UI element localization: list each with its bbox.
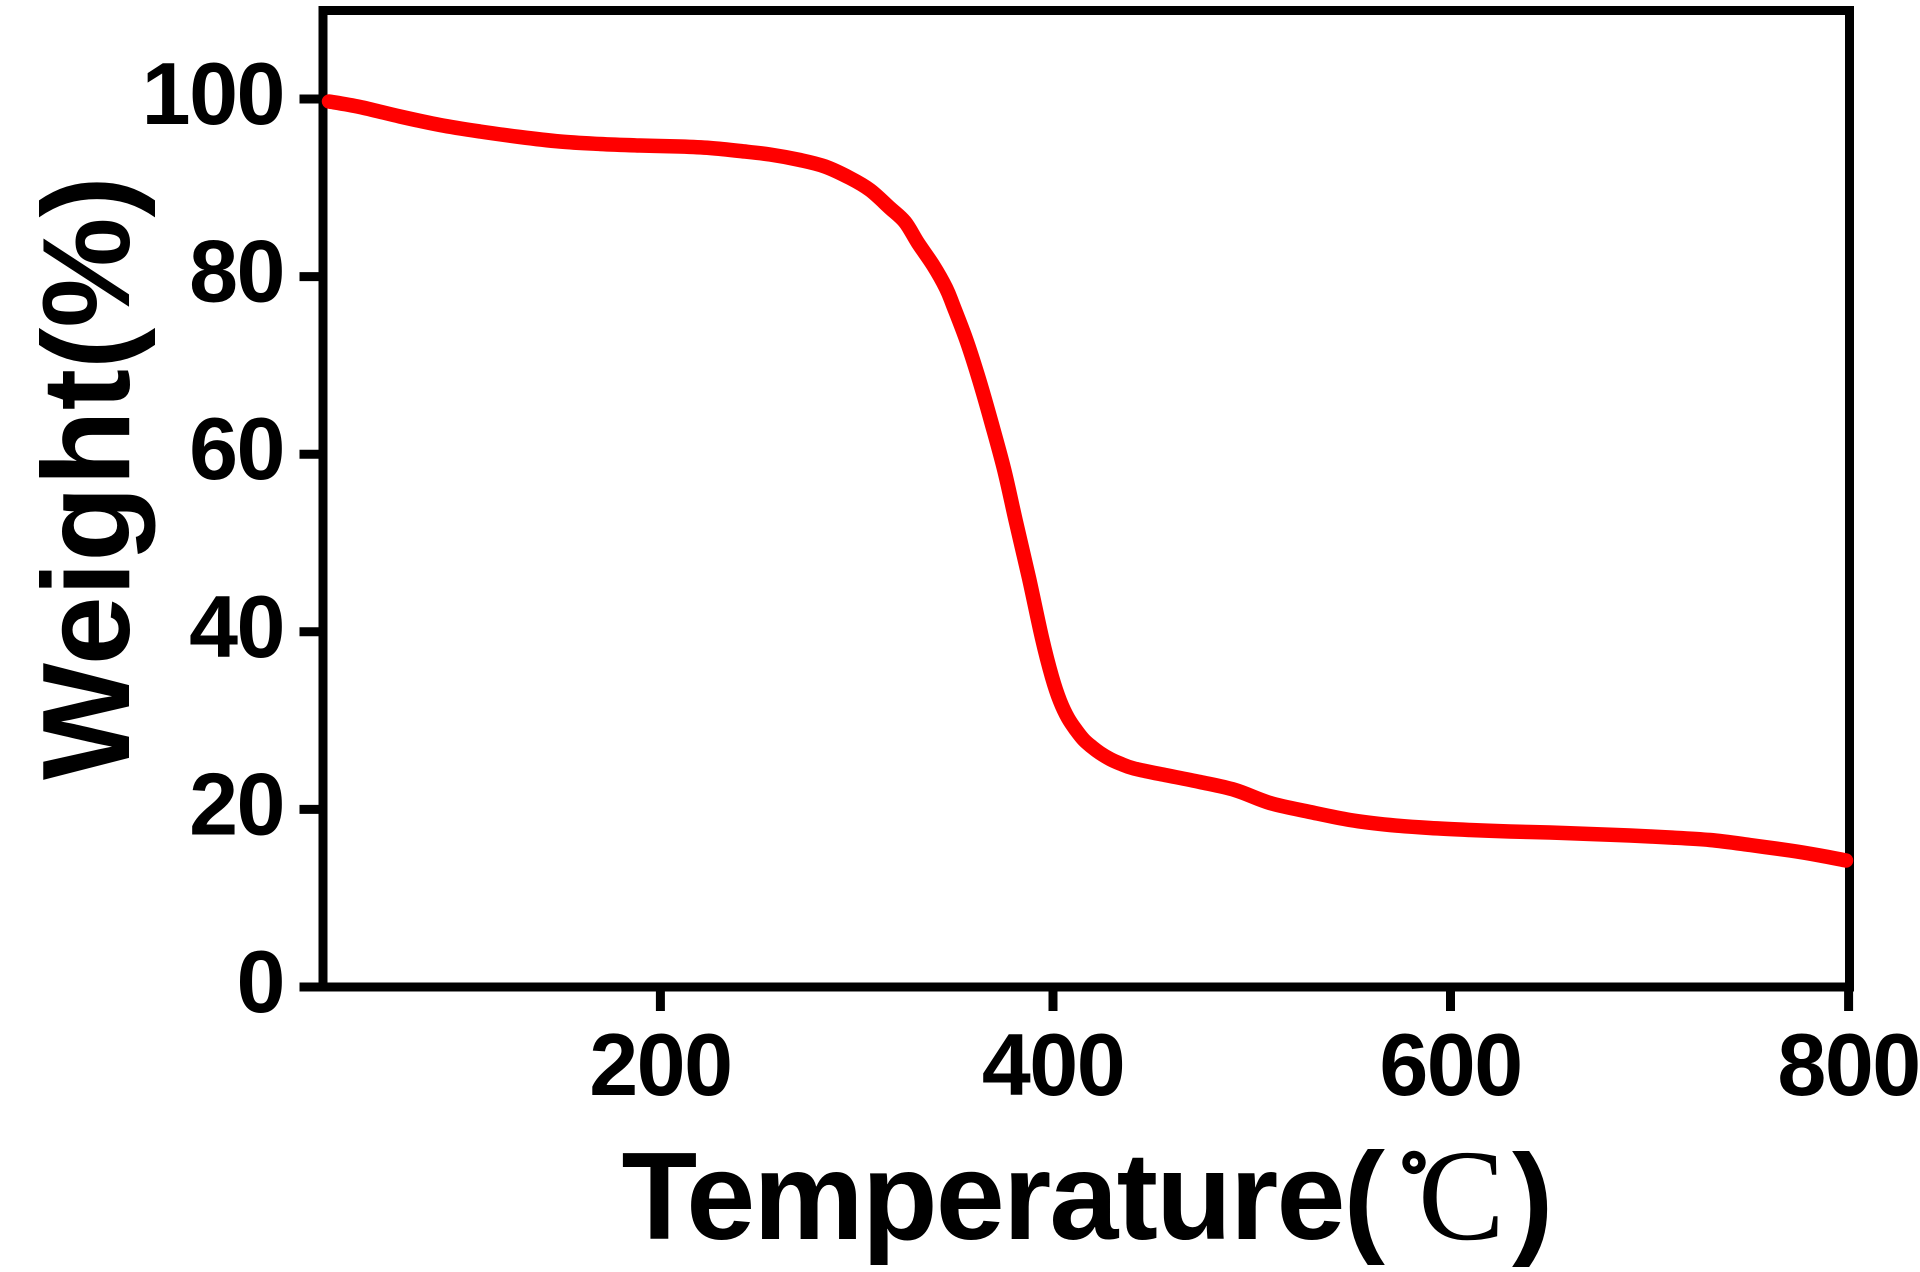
svg-text:C: C <box>1418 1124 1505 1268</box>
svg-text:200: 200 <box>589 1015 731 1114</box>
svg-text:400: 400 <box>982 1015 1124 1114</box>
svg-text:600: 600 <box>1379 1015 1521 1114</box>
svg-text:Temperature(: Temperature( <box>622 1128 1386 1266</box>
svg-text:Weight(%): Weight(%) <box>18 176 156 780</box>
svg-text:20: 20 <box>189 754 284 853</box>
svg-text:): ) <box>1512 1130 1553 1268</box>
svg-text:100: 100 <box>142 44 284 143</box>
svg-text:60: 60 <box>189 399 284 498</box>
svg-text:800: 800 <box>1777 1015 1919 1114</box>
svg-text:40: 40 <box>189 577 284 676</box>
svg-text:80: 80 <box>189 222 284 321</box>
svg-text:0: 0 <box>237 932 284 1031</box>
